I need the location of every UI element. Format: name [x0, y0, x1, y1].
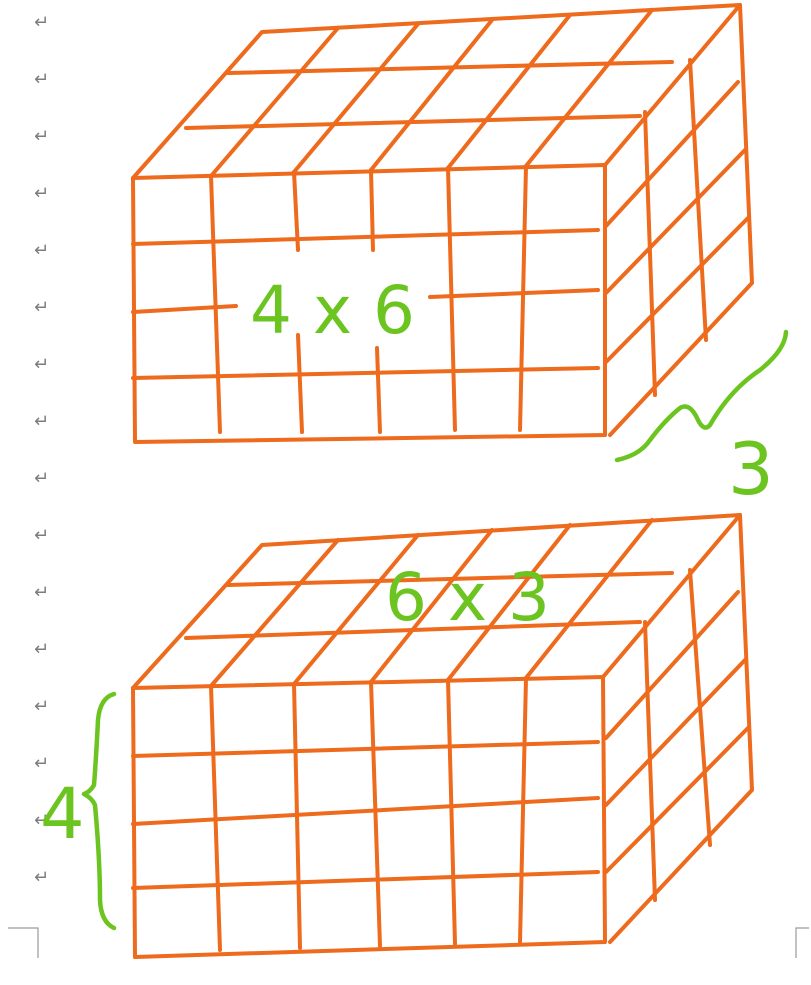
paragraph-mark: ↵: [34, 411, 50, 432]
prism-top-top-face: [131, 3, 742, 180]
paragraph-mark: ↵: [34, 582, 50, 603]
prism-bottom-top-face: [131, 513, 742, 690]
paragraph-mark: ↵: [34, 810, 50, 831]
prism-top-front-label: 4 x 6: [250, 272, 415, 349]
prism-top: [131, 3, 754, 444]
paragraph-mark: ↵: [34, 297, 50, 318]
paragraph-mark: ↵: [34, 69, 50, 90]
prism-top-depth-label: 3: [728, 427, 774, 511]
paragraph-mark: ↵: [34, 183, 50, 204]
prism-top-side-face: [608, 3, 754, 437]
prism-bottom-height-label: 4: [40, 773, 85, 855]
prism-bottom: [131, 513, 754, 959]
paragraph-mark: ↵: [34, 525, 50, 546]
prism-bottom-front-face: [131, 675, 607, 959]
paragraph-mark: ↵: [34, 354, 50, 375]
prism-bottom-side-face: [608, 513, 754, 944]
paragraph-mark: ↵: [34, 468, 50, 489]
paragraph-mark: ↵: [34, 126, 50, 147]
paragraph-mark: ↵: [34, 867, 50, 888]
paragraph-mark: ↵: [34, 696, 50, 717]
paragraph-mark: ↵: [34, 12, 50, 33]
page-corner-right: [795, 927, 809, 958]
prism-bottom-top-label: 6 x 3: [385, 559, 550, 636]
paragraph-mark: ↵: [34, 753, 50, 774]
paragraph-mark: ↵: [34, 639, 50, 660]
depth-brace: [614, 329, 789, 463]
page-corner-left: [8, 927, 39, 958]
height-brace: [81, 691, 117, 931]
paragraph-mark: ↵: [34, 240, 50, 261]
